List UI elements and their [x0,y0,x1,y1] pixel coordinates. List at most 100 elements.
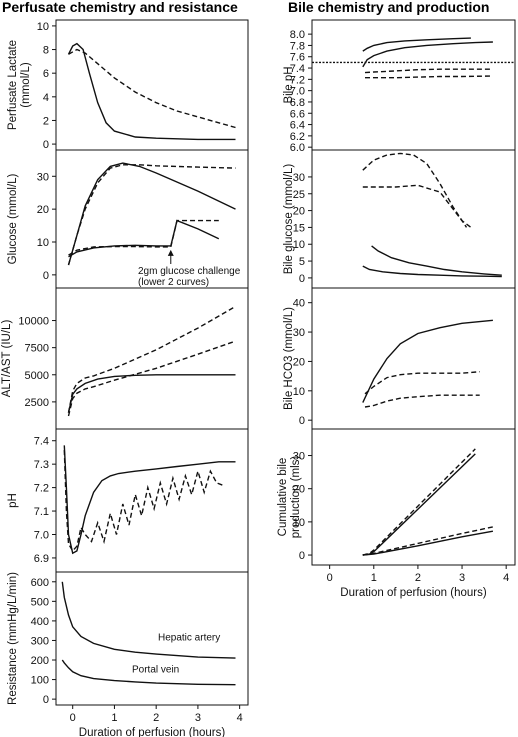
y-axis-label: Glucose (mmol/L) [7,173,19,264]
x-tick-label: 3 [459,572,465,584]
hepatic-artery-label: Hepatic artery [158,632,220,643]
series-line [362,41,493,68]
series-line [67,374,236,413]
y-tick-label: 0 [43,270,49,282]
series-line [68,219,220,258]
series-line [61,581,236,659]
y-tick-label: 200 [31,655,49,667]
series-line [63,445,236,555]
panel-bile-ph: 6.06.26.46.66.87.07.27.47.67.88.0 Bile pH [283,19,516,154]
plot-frame [55,287,249,430]
y-tick-label: 500 [31,596,49,608]
panel-ph: 6.9 7.0 7.1 7.2 7.3 7.4 pH [7,428,249,573]
panel-perfusate-lactate: 0 2 4 6 8 10 Perfusate Lactate(mmol/L) [7,19,249,151]
y-tick-label: 100 [31,675,49,687]
series-line [362,526,494,556]
x-tick-label: 2 [415,572,421,584]
annotation-arrow-head [167,249,174,256]
y-axis-label: ALT/AST (IU/L) [1,320,13,398]
y-tick-label: 6.4 [290,120,305,132]
y-axis-label: pH [7,493,19,508]
y-tick-label: 10 [37,21,49,33]
y-axis-label-line: pH [7,493,19,508]
series-line [67,164,236,266]
y-tick-label: 4 [43,92,49,104]
y-tick-label: 7.4 [290,63,305,75]
y-axis-label-line: ALT/AST (IU/L) [1,320,13,398]
y-axis-label-line: Resistance (mmHg/L/min) [7,572,19,705]
y-axis-label: Resistance (mmHg/L/min) [7,572,19,705]
y-tick-label: 400 [31,616,49,628]
x-axis-label: Duration of perfusion (hours) [340,587,487,599]
series-line [365,75,493,79]
plot-frame [55,19,249,151]
y-tick-label: 0 [299,415,305,427]
y-tick-label: 8 [43,45,49,57]
x-tick-label: 1 [371,572,377,584]
y-axis-label: Bile glucose (mmol/L) [283,164,295,275]
x-tick-label: 0 [70,712,76,724]
y-axis-label-line: production (mls) [290,456,302,539]
series-line [61,659,236,686]
plot-frame [311,149,516,289]
y-tick-label: 0 [43,139,49,151]
series-line [68,219,219,256]
series-line [67,305,236,413]
panel-alt-ast: 2500 5000 7500 10000 ALT/AST (IU/L) [1,287,249,430]
y-tick-label: 30 [293,172,305,184]
y-axis-label: Perfusate Lactate(mmol/L) [7,40,32,130]
y-tick-label: 20 [37,204,49,216]
y-tick-label: 7.4 [34,436,49,448]
y-axis-label-line: Glucose (mmol/L) [7,173,19,264]
series-line [371,245,502,276]
y-axis-label-line: Bile pH [283,66,295,103]
y-tick-label: 30 [37,171,49,183]
y-tick-label: 6.6 [290,108,305,120]
series-line [362,152,468,228]
y-tick-label: 0 [299,550,305,562]
plot-frame [311,287,516,430]
x-tick-label: 3 [195,712,201,724]
y-axis-label: Bile HCO3 (mmol/L) [283,307,295,410]
series-line [67,340,236,417]
y-tick-label: 7500 [25,343,49,355]
y-tick-label: 2 [43,115,49,127]
plot-frame [311,428,516,566]
glucose-annotation-line1: 2gm glucose challenge [138,266,241,277]
y-tick-label: 0 [43,694,49,706]
series-line [364,68,493,74]
series-line [68,48,236,129]
x-tick-label: 4 [237,712,243,724]
panel-glucose: 0 10 20 30 Glucose (mmol/L) 2gm glucose chall… [7,149,249,289]
series-line [362,184,472,228]
y-tick-label: 6.9 [34,553,49,565]
y-tick-label: 7.1 [34,506,49,518]
y-axis-label-line: (mmol/L) [20,62,32,108]
series-line [67,162,236,266]
glucose-annotation-line2: (lower 2 curves) [138,277,209,288]
y-tick-label: 25 [293,189,305,201]
y-axis-label-line: Bile glucose (mmol/L) [283,164,295,275]
plot-frame [55,571,249,706]
y-tick-label: 10 [37,237,49,249]
y-tick-label: 7.2 [34,483,49,495]
y-tick-label: 7.0 [34,529,49,541]
left-column-title: Perfusate chemistry and resistance [2,0,238,15]
x-tick-label: 4 [503,572,509,584]
y-tick-label: 6.0 [290,142,305,154]
x-tick-label: 2 [153,712,159,724]
y-tick-label: 6 [43,68,49,80]
series-line [362,319,493,403]
y-tick-label: 2500 [25,397,49,409]
y-tick-label: 7.8 [290,40,305,52]
y-tick-label: 30 [293,327,305,339]
y-tick-label: 8.0 [290,29,305,41]
y-tick-label: 40 [293,298,305,310]
y-tick-label: 20 [293,356,305,368]
series-line [362,37,471,52]
series-line [364,394,480,408]
right-column-title: Bile chemistry and production [288,0,489,15]
y-tick-label: 7.3 [34,459,49,471]
